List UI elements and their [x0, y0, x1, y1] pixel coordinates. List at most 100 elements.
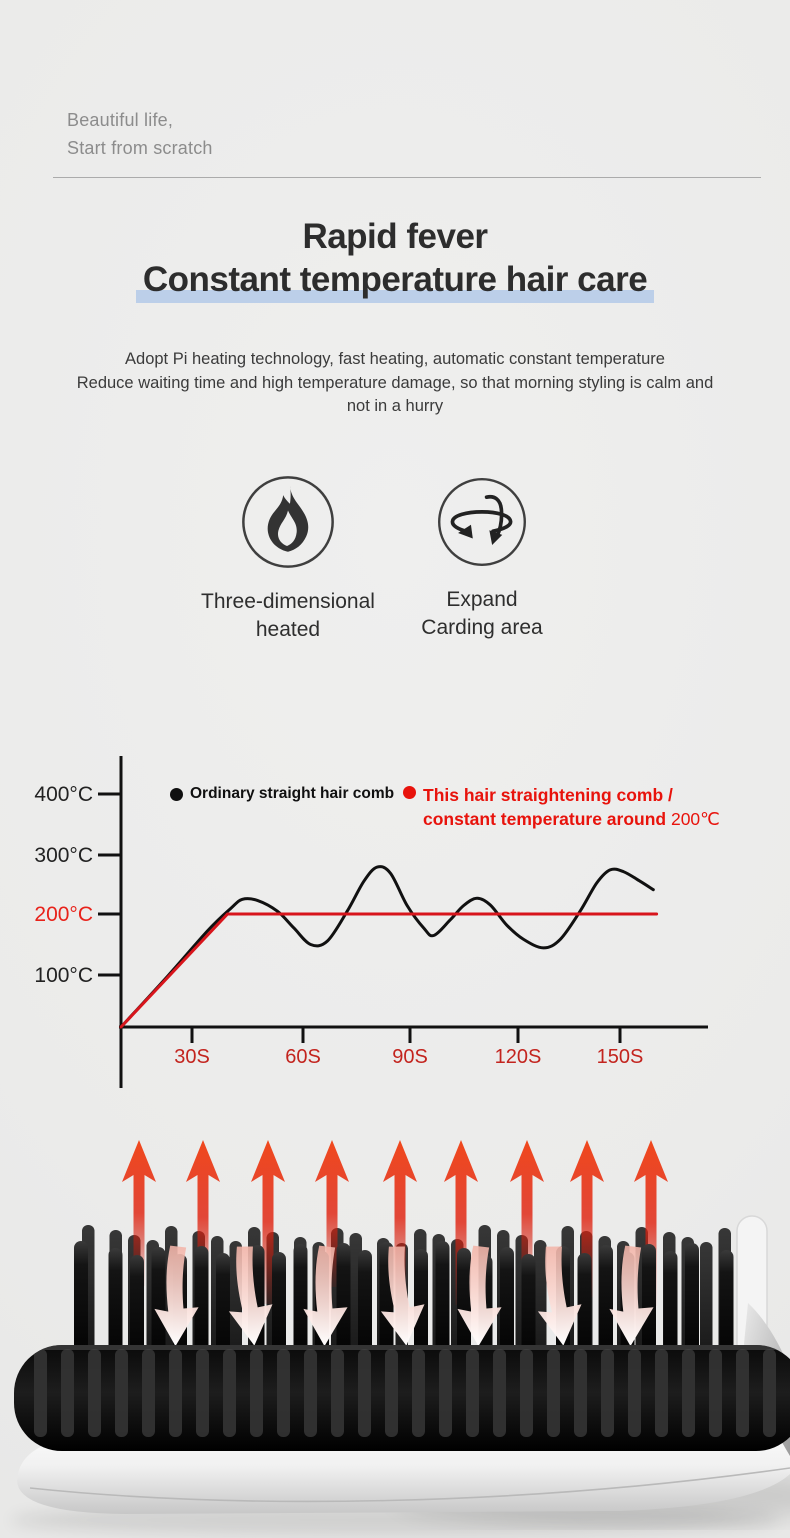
collar-rib — [61, 1349, 74, 1437]
bristle — [599, 1245, 613, 1374]
collar-rib — [628, 1349, 641, 1437]
collar-rib — [736, 1349, 749, 1437]
collar-rib — [655, 1349, 668, 1437]
bristle — [216, 1253, 230, 1374]
feature-heated-label: Three-dimensional heated — [201, 590, 375, 641]
y-label-200: 200°C — [34, 903, 93, 926]
legend-ordinary-comb: Ordinary straight hair comb — [170, 783, 403, 803]
collar-rib — [682, 1349, 695, 1437]
legend-value-200c: 200℃ — [670, 809, 720, 829]
y-label-400: 400°C — [34, 783, 93, 806]
x-label-150s: 150S — [597, 1046, 644, 1068]
x-label-120s: 120S — [495, 1046, 542, 1068]
up-arrow-icon — [186, 1140, 220, 1295]
collar-rib — [142, 1349, 155, 1437]
up-arrow-icon — [122, 1140, 156, 1286]
up-arrow-icon — [383, 1140, 417, 1296]
up-arrow-icon — [444, 1140, 478, 1305]
bristle — [521, 1254, 536, 1374]
up-arrow-icon — [570, 1140, 604, 1297]
bristle — [685, 1243, 699, 1374]
x-label-60s: 60S — [285, 1046, 321, 1068]
collar-rib — [412, 1349, 425, 1437]
collar-rib — [358, 1349, 371, 1437]
bristle — [663, 1251, 678, 1374]
title-highlight-bar — [135, 290, 655, 303]
legend-this-comb: This hair straightening comb / constant … — [403, 783, 720, 831]
down-arrow-icon — [154, 1245, 199, 1347]
bristle — [293, 1244, 308, 1374]
temperature-chart: 400°C 300°C 200°C 100°C 30S 60S 90S 120S… — [0, 750, 790, 1090]
collar-top-highlight — [22, 1345, 790, 1350]
collar-rib — [34, 1349, 47, 1437]
up-arrow-icon — [315, 1140, 349, 1287]
bristle — [700, 1242, 713, 1370]
feature-carding-label: Expand Carding area — [421, 588, 543, 639]
collar-rib — [493, 1349, 506, 1437]
tagline: Beautiful life, Start from scratch — [67, 106, 213, 162]
collar-rib — [439, 1349, 452, 1437]
bristle — [534, 1240, 547, 1370]
tagline-line1: Beautiful life, — [67, 110, 174, 130]
description: Adopt Pi heating technology, fast heatin… — [0, 348, 790, 419]
bristle — [435, 1241, 450, 1374]
comb-body-seam — [29, 1467, 790, 1503]
bristle — [500, 1247, 514, 1374]
chart-legend: Ordinary straight hair comb This hair st… — [170, 783, 720, 831]
collar-rib — [601, 1349, 614, 1437]
bristle — [74, 1241, 88, 1374]
down-arrow-icon — [380, 1246, 425, 1346]
collar-ribs — [22, 1345, 790, 1437]
series-line-this-comb — [119, 912, 659, 1029]
collar-rib — [250, 1349, 263, 1437]
collar-rib — [277, 1349, 290, 1437]
down-arrow-icon — [228, 1246, 273, 1346]
collar-rib — [763, 1349, 776, 1437]
bristle — [358, 1250, 372, 1374]
collar-rib — [196, 1349, 209, 1437]
collar-rib — [223, 1349, 236, 1437]
up-arrow-icon — [510, 1140, 544, 1288]
bristle — [719, 1250, 734, 1374]
legend-dot-black — [170, 788, 183, 801]
down-arrow-icon — [537, 1246, 582, 1346]
up-arrow-icon — [251, 1140, 285, 1304]
bristle — [130, 1255, 144, 1374]
down-arrow-icon — [303, 1245, 348, 1347]
bristle — [272, 1252, 286, 1374]
comb-collar — [14, 1345, 790, 1451]
collar-rib — [169, 1349, 182, 1437]
product-image-hair-comb — [10, 1140, 790, 1536]
air-down-arrows — [154, 1245, 654, 1347]
y-label-100: 100°C — [34, 964, 93, 987]
description-line1: Adopt Pi heating technology, fast heatin… — [125, 350, 665, 368]
collar-rib — [709, 1349, 722, 1437]
collar-rib — [466, 1349, 479, 1437]
y-label-300: 300°C — [34, 844, 93, 867]
bristle — [577, 1253, 592, 1374]
x-label-90s: 90S — [392, 1046, 428, 1068]
collar-rib — [88, 1349, 101, 1437]
bristle — [194, 1246, 209, 1374]
collar-rib — [547, 1349, 560, 1437]
series-layer — [119, 865, 659, 1029]
x-label-30s: 30S — [174, 1046, 210, 1068]
chart-canvas: 400°C 300°C 200°C 100°C 30S 60S 90S 120S… — [34, 756, 708, 1088]
collar-rib — [574, 1349, 587, 1437]
collar-rib — [115, 1349, 128, 1437]
legend-dot-red — [403, 786, 416, 799]
collar-rib — [331, 1349, 344, 1437]
title-line1: Rapid fever — [302, 217, 488, 256]
description-line3: not in a hurry — [346, 397, 444, 415]
tagline-line2: Start from scratch — [67, 138, 213, 158]
feature-heated: Three-dimensional heated — [173, 474, 403, 644]
bristle — [108, 1248, 123, 1374]
series-line-ordinary-comb — [119, 865, 655, 1029]
divider-line — [53, 177, 761, 178]
collar-rib — [520, 1349, 533, 1437]
legend-label-ordinary: Ordinary straight hair comb — [190, 785, 395, 802]
up-arrow-icon — [634, 1140, 668, 1306]
description-line2: Reduce waiting time and high temperature… — [76, 373, 714, 392]
rotate-3d-icon — [438, 478, 526, 566]
